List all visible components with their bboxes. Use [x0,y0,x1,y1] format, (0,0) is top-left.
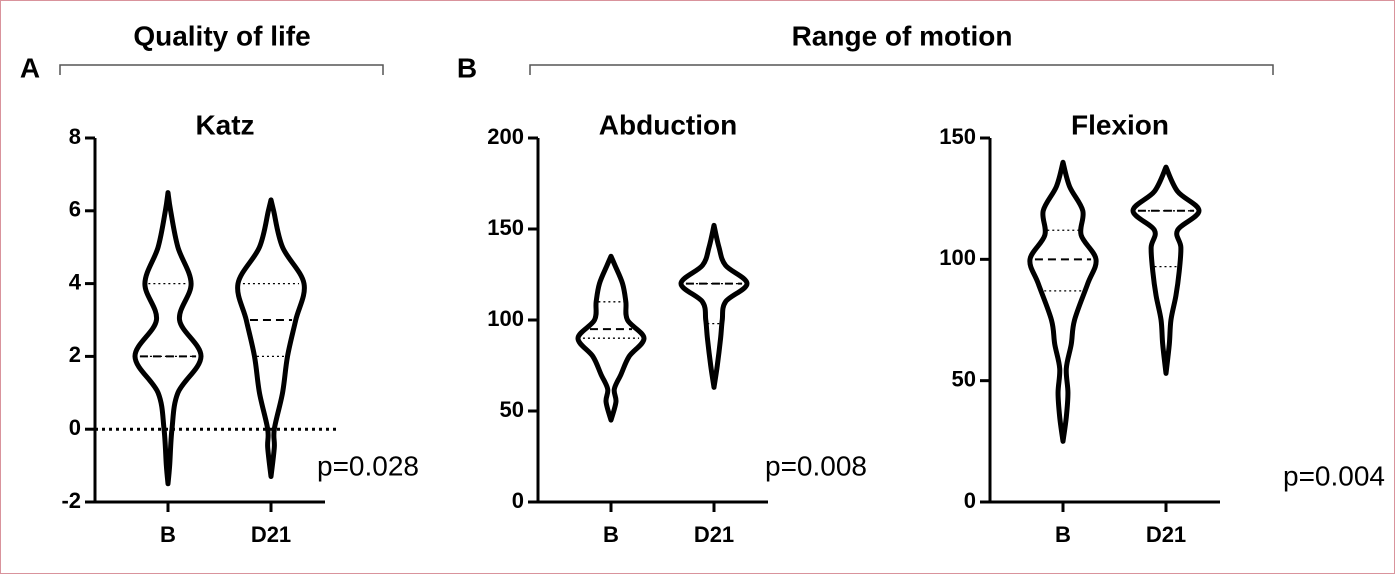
violin [1130,164,1202,376]
chart-title: Flexion [1071,109,1169,140]
x-tick-label: B [160,522,176,547]
p-value: p=0.004 [1283,460,1385,491]
y-tick-label: 100 [939,245,976,270]
violin [1027,159,1099,444]
violin [678,222,750,390]
y-tick-label: 150 [939,124,976,149]
y-tick-label: 50 [500,397,524,422]
p-value: p=0.028 [317,450,419,481]
y-tick-label: 8 [69,124,81,149]
bracket [59,64,384,75]
y-tick-label: 100 [487,306,524,331]
y-tick-label: 0 [69,415,81,440]
y-tick-label: 0 [964,488,976,513]
violin [575,253,647,423]
y-tick-label: 4 [69,269,82,294]
x-tick-label: B [1055,522,1071,547]
x-tick-label: D21 [1146,522,1186,547]
violin [132,190,204,487]
y-tick-label: 2 [69,342,81,367]
y-tick-label: 150 [487,215,524,240]
x-tick-label: B [603,522,619,547]
y-tick-label: -2 [61,488,81,513]
panel-title: Quality of life [133,20,310,51]
chart-title: Katz [195,109,254,140]
panel-title: Range of motion [792,20,1013,51]
y-tick-label: 200 [487,124,524,149]
panel-label: A [20,52,40,83]
y-tick-label: 0 [512,488,524,513]
y-tick-label: 6 [69,197,81,222]
violin [235,197,307,480]
x-tick-label: D21 [694,522,734,547]
chart-title: Abduction [599,109,737,140]
x-tick-label: D21 [251,522,291,547]
y-tick-label: 50 [952,366,976,391]
bracket [529,64,1274,75]
panel-label: B [457,52,477,83]
p-value: p=0.008 [765,450,867,481]
